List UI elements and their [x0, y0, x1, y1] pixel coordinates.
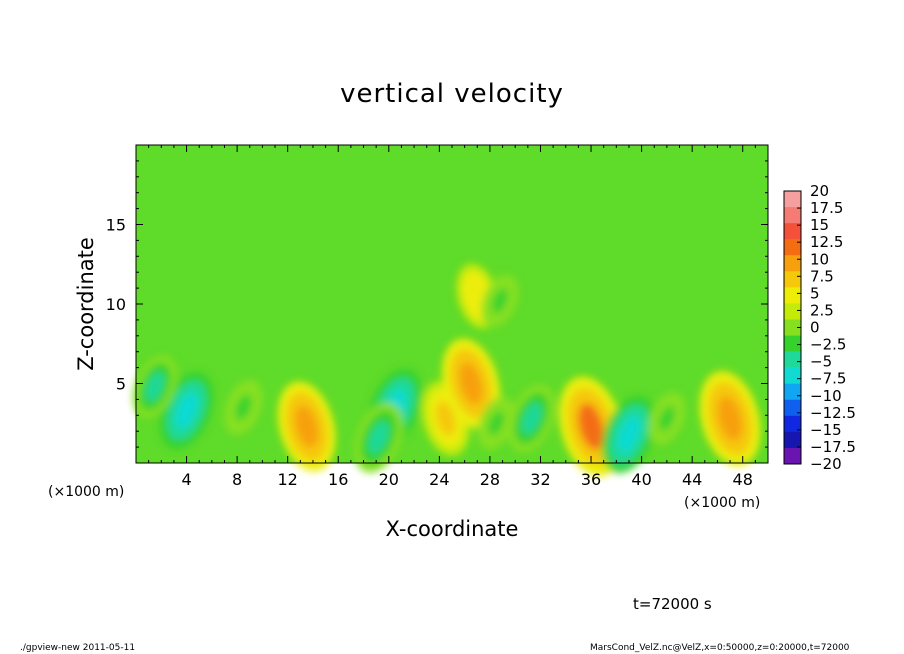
colorbar-swatch [784, 303, 801, 320]
colorbar-label: 2.5 [810, 301, 834, 319]
colorbar-swatch [784, 239, 801, 256]
colorbar-swatch [784, 351, 801, 368]
y-tick-label: 5 [116, 375, 126, 394]
colorbar-swatch [784, 223, 801, 240]
x-tick-label: 32 [530, 470, 550, 489]
velocity-field [133, 145, 768, 477]
colorbar-label: 10 [810, 250, 829, 268]
colorbar-swatch [784, 255, 801, 272]
colorbar-label: 7.5 [810, 267, 834, 285]
field-feature-core [235, 394, 252, 421]
field-feature-core [145, 372, 164, 402]
colorbar-swatch [784, 383, 801, 401]
field-feature-core [436, 401, 456, 436]
field-feature-core [488, 411, 504, 436]
colorbar-swatch [784, 335, 801, 352]
y-axis-label: Z-coordinate [74, 237, 98, 371]
footer-right: MarsCond_VelZ.nc@VelZ,x=0:50000,z=0:2000… [590, 643, 850, 653]
colorbar-label: −17.5 [810, 438, 856, 456]
colorbar-label: 20 [810, 182, 829, 200]
field-feature-core [617, 416, 641, 453]
chart-title: vertical velocity [340, 79, 564, 109]
colorbar-label: 0 [810, 319, 820, 337]
colorbar-label: −2.5 [810, 336, 846, 354]
x-tick-label: 16 [328, 470, 348, 489]
x-tick-label: 20 [379, 470, 399, 489]
field-feature-core [717, 396, 743, 441]
colorbar-label: −12.5 [810, 404, 856, 422]
x-axis-label: X-coordinate [386, 517, 519, 541]
field-feature-core [659, 406, 675, 431]
time-label: t=72000 s [633, 595, 712, 613]
y-axis-ticks: 5 10 15 [106, 160, 768, 448]
field-feature-core [175, 392, 198, 429]
colorbar-swatch [784, 287, 801, 304]
colorbar-swatch [784, 447, 801, 465]
colorbar-label: −10 [810, 387, 842, 405]
colorbar-label: 12.5 [810, 233, 843, 251]
x-tick-label: 24 [429, 470, 449, 489]
colorbar-label: −20 [810, 455, 842, 473]
colorbar-label: −7.5 [810, 370, 846, 388]
x-tick-label: 44 [682, 470, 702, 489]
x-tick-label: 8 [232, 470, 242, 489]
colorbar-swatch [784, 431, 801, 449]
x-tick-label: 28 [480, 470, 500, 489]
colorbar-label: −15 [810, 421, 842, 439]
x-unit-label-left: (×1000 m) [48, 484, 124, 500]
x-tick-label: 4 [181, 470, 191, 489]
colorbar-label: −5 [810, 353, 832, 371]
colorbar-swatch [784, 271, 801, 288]
colorbar-swatch [784, 191, 801, 208]
colorbar-swatch [784, 399, 801, 417]
y-tick-label: 15 [106, 216, 126, 235]
colorbar: 2017.51512.5107.552.50−2.5−5−7.5−10−12.5… [783, 182, 856, 473]
field-feature-core [295, 405, 319, 448]
field-feature-core [492, 288, 508, 314]
colorbar-swatch [784, 207, 801, 224]
field-feature-core [521, 402, 542, 435]
colorbar-label: 15 [810, 216, 829, 234]
colorbar-swatch [784, 367, 801, 385]
colorbar-label: 17.5 [810, 199, 843, 217]
colorbar-swatch [784, 319, 801, 336]
footer-left: ./gpview-new 2011-05-11 [20, 643, 135, 653]
colorbar-swatch [784, 415, 801, 433]
x-axis-ticks: 4 8 12 16 20 24 28 32 36 40 44 48 [148, 145, 756, 489]
x-tick-label: 40 [631, 470, 651, 489]
x-tick-label: 12 [278, 470, 298, 489]
colorbar-label: 5 [810, 284, 820, 302]
x-tick-label: 48 [733, 470, 753, 489]
field-feature-core [468, 281, 486, 312]
y-tick-label: 10 [106, 295, 126, 314]
field-feature-core [368, 421, 389, 454]
field-feature-core [578, 403, 604, 450]
x-tick-label: 36 [581, 470, 601, 489]
field-feature-core [459, 362, 483, 405]
x-unit-label-right: (×1000 m) [684, 495, 760, 511]
